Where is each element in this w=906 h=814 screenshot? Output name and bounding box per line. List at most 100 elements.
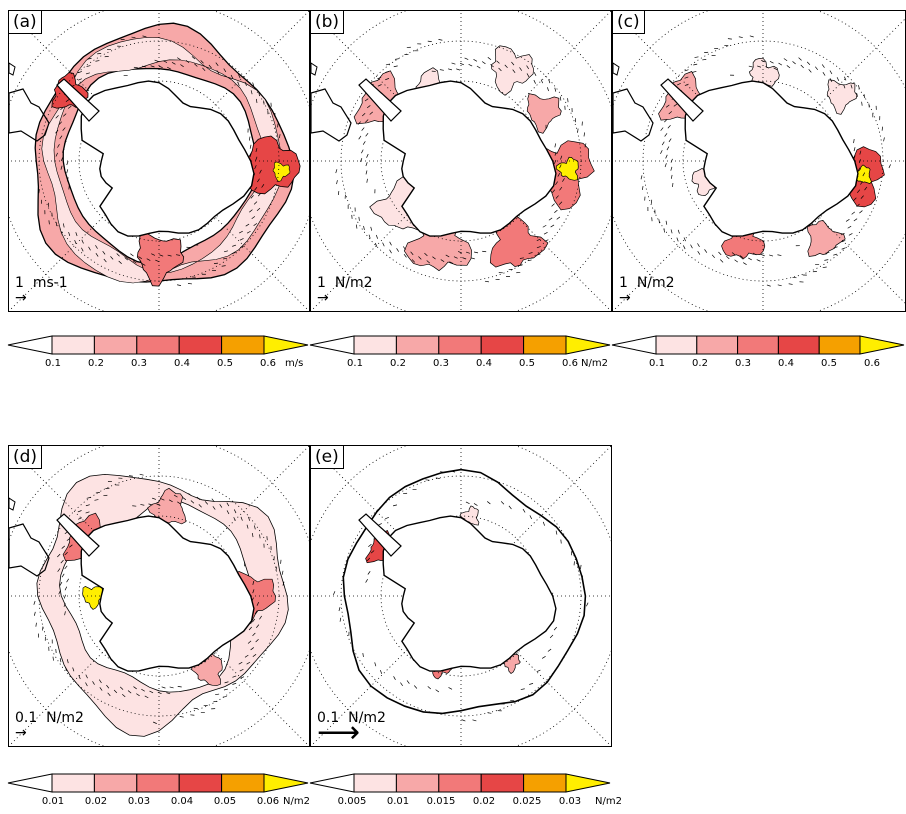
wind-vector xyxy=(697,251,701,255)
wind-vector xyxy=(853,218,858,222)
wind-vector xyxy=(237,82,240,87)
wind-vector xyxy=(822,266,827,268)
wind-vector xyxy=(211,498,215,503)
antarctic-peninsula xyxy=(56,513,100,557)
wind-vector xyxy=(57,568,61,572)
wind-vector xyxy=(394,58,400,60)
wind-vector xyxy=(223,688,228,691)
wind-vector xyxy=(542,224,547,228)
wind-vector xyxy=(748,65,753,68)
wind-vector xyxy=(149,690,154,694)
antarctica-coast xyxy=(382,515,557,672)
wind-vector xyxy=(370,226,373,231)
wind-vector xyxy=(232,682,237,685)
wind-vector xyxy=(142,35,147,38)
wind-vector xyxy=(547,648,552,652)
wind-vector xyxy=(474,251,479,254)
wind-vector xyxy=(432,256,436,260)
wind-vector xyxy=(555,530,558,535)
colorbar-swatch xyxy=(523,335,567,355)
wind-vector xyxy=(81,247,84,252)
colorbar-unit: N/m2 xyxy=(283,796,310,807)
wind-vector xyxy=(63,602,66,607)
wind-vector xyxy=(60,165,63,170)
wind-vector xyxy=(544,239,549,242)
colorbar-tick: 0.06 xyxy=(256,796,280,807)
wind-vector xyxy=(542,521,545,526)
colorbar-tick: 0.5 xyxy=(217,358,233,369)
wind-vector xyxy=(439,69,444,71)
colorbar-swatch xyxy=(696,335,739,355)
panel-label: (d) xyxy=(9,446,43,469)
wind-vector xyxy=(190,500,195,504)
colorbar-swatch xyxy=(178,773,223,793)
wind-vector xyxy=(180,64,184,68)
wind-vector xyxy=(487,57,492,61)
wind-vector xyxy=(844,76,847,81)
wind-vector xyxy=(368,543,372,547)
wind-vector xyxy=(536,238,541,241)
wind-vector xyxy=(238,661,243,665)
wind-vector xyxy=(511,61,515,66)
wind-vector xyxy=(118,260,122,264)
wind-vector xyxy=(665,154,668,159)
wind-vector xyxy=(366,153,369,158)
wind-vector xyxy=(244,81,247,86)
wind-vector xyxy=(130,253,134,257)
wind-vector xyxy=(279,134,281,139)
wind-vector xyxy=(365,162,368,167)
wind-vector xyxy=(257,178,260,183)
wind-vector xyxy=(375,234,378,239)
wind-vector xyxy=(374,662,377,667)
wind-vector xyxy=(440,471,445,473)
wind-vector xyxy=(465,501,470,505)
wind-vector xyxy=(142,65,147,68)
wind-vector xyxy=(55,115,59,119)
wind-vector xyxy=(683,237,686,242)
wind-vector xyxy=(529,515,532,520)
colorbar-swatch xyxy=(480,773,525,793)
wind-vector xyxy=(581,575,583,580)
wind-vector xyxy=(508,505,512,510)
wind-vector xyxy=(418,256,422,260)
wind-vector xyxy=(462,257,467,260)
wind-vector xyxy=(704,249,708,253)
stress-contour-area xyxy=(489,214,549,268)
wind-vector xyxy=(726,255,730,260)
vector-scale: 1 ms-1 → xyxy=(15,275,68,305)
wind-vector xyxy=(163,60,168,63)
wind-vector xyxy=(60,157,64,162)
colorbar-swatch xyxy=(523,773,567,793)
arrow-icon: ⟶ xyxy=(317,715,361,747)
panel-label: (b) xyxy=(311,11,345,34)
wind-vector xyxy=(188,493,192,497)
wind-vector xyxy=(152,497,157,500)
wind-vector xyxy=(59,581,63,586)
wind-vector xyxy=(468,63,473,67)
colorbar-tick: 0.05 xyxy=(213,796,237,807)
wind-vector xyxy=(490,64,494,68)
wind-vector xyxy=(487,501,491,505)
antarctic-peninsula xyxy=(358,78,402,122)
wind-vector xyxy=(642,185,644,191)
wind-vector xyxy=(72,667,75,672)
map-panel-a: (a) 1 ms-1 → xyxy=(8,10,310,312)
polar-map xyxy=(9,11,309,311)
colorbar-tick: 0.03 xyxy=(558,796,582,807)
wind-vector xyxy=(496,60,500,64)
colorbar-tick: 0.3 xyxy=(433,358,449,369)
antarctic-peninsula xyxy=(660,78,704,122)
wind-vector xyxy=(853,147,856,152)
colorbar-tick: 0.01 xyxy=(386,796,410,807)
wind-vector xyxy=(159,254,164,257)
wind-vector xyxy=(411,259,416,263)
scale-value: 0.1 xyxy=(317,710,340,726)
sea-ice-edge xyxy=(342,468,587,715)
map-panel-c: (c) 1 N/m2 → xyxy=(612,10,906,312)
colorbar-swatch xyxy=(395,335,440,355)
wind-vector xyxy=(365,170,368,175)
wind-vector xyxy=(555,195,559,199)
wind-vector xyxy=(136,693,140,697)
wind-vector xyxy=(33,600,36,605)
wind-vector xyxy=(160,498,165,501)
